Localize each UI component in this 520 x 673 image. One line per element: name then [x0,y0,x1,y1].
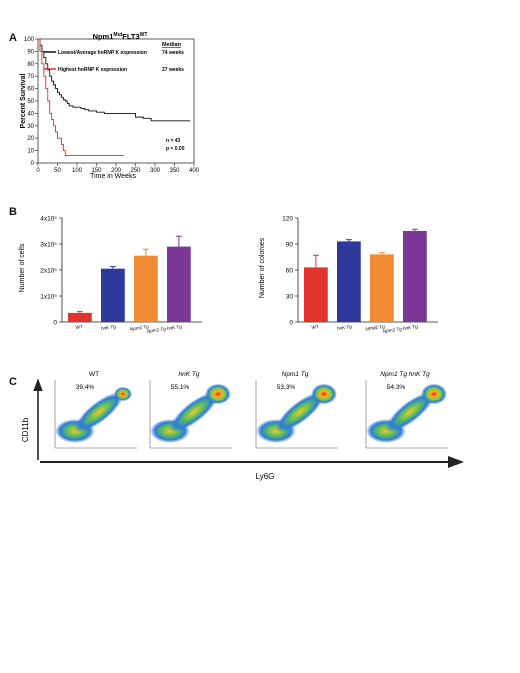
cells-bar [101,268,125,322]
flow-plot: hnK Tg 55.1% [149,371,232,449]
y-axis-label: Percent Survival [20,74,27,129]
colonies-y-tick-label: 0 [289,320,293,327]
colonies-y-tick-label: 120 [282,216,293,223]
cells-category-label: WT [75,324,83,330]
survival-chart: 0 10 20 30 40 50 60 70 80 90 100 0 50 100 150 200 250 300… [20,32,200,180]
flow-plot-title: Npm1 Tg hnK Tg [380,371,430,378]
x-tick-label: 300 [150,168,161,174]
colonies-bar [304,267,328,322]
flow-cytometry-panel: CD11b Ly6G WT 39.4% hnK Tg 55.1% Npm1 Tg 53.3… [21,371,464,481]
flow-high-population [114,386,132,402]
cells-y-axis-label: Number of cells [19,243,26,292]
colonies-category-label: WT [311,324,319,330]
colonies-y-tick-label: 90 [286,242,294,249]
x-tick-label: 250 [130,168,141,174]
y-tick-label: 70 [27,74,34,80]
chart-title: Npm1MutFLT3WT [93,32,148,41]
x-tick-label: 200 [111,168,122,174]
flow-high-population [205,383,231,405]
cells-bar [68,312,92,322]
y-tick-label: 30 [27,124,34,130]
cells-y-tick-label: 3x10⁵ [40,242,57,249]
x-tick-label: 100 [72,168,83,174]
y-tick-label: 40 [27,111,34,117]
flow-plot: Npm1 Tg hnK Tg 54.3% [365,371,448,449]
colonies-bar [403,231,427,322]
colonies-bar [337,241,361,322]
colonies-category-label: NPM1 Tg [365,324,385,332]
flow-diagonal-population [275,391,325,433]
cells-category-label: Npm1 Tg hnK Tg [147,324,183,334]
flow-high-population [311,383,337,405]
y-tick-label: 80 [27,62,34,68]
flow-gate-percent: 54.3% [387,384,406,391]
cd11b-axis-label: CD11b [21,417,30,442]
flow-plot-title: hnK Tg [179,371,200,378]
x-tick-label: 400 [189,168,200,174]
cells-bar [167,246,191,322]
flow-diagonal-population [169,391,219,433]
legend-label-high: Highest hnRNP K expression [58,67,127,73]
flow-gate-percent: 39.4% [76,384,95,391]
x-tick-label: 0 [36,168,40,174]
colonies-y-tick-label: 60 [286,268,294,275]
flow-plot: Npm1 Tg 53.3% [255,371,338,449]
panel-letter-c: C [9,376,17,388]
colonies-y-axis-label: Number of colonies [259,237,266,298]
survival-line-high [38,38,124,157]
legend-header: Median [162,42,182,48]
y-tick-label: 0 [31,161,35,167]
flow-gate-percent: 55.1% [171,384,190,391]
flow-gate-percent: 53.3% [277,384,296,391]
annotation-n: n = 43 [166,138,181,144]
cells-y-tick-label: 4x10⁵ [40,216,57,223]
flow-plot-title: Npm1 Tg [282,371,309,378]
cells-category-label: Npm1 Tg [130,324,150,332]
cells-bar-chart: 0 1x10⁵ 2x10⁵ 3x10⁵ 4x10⁵ WT hnK Tg Npm1 TgNpm1… [19,216,202,334]
y-tick-label: 20 [27,136,34,142]
cells-category-label: hnK Tg [101,324,117,331]
legend-label-low: Lowest/Average hnRNP K expression [58,50,147,56]
legend-median-low: 74 weeks [162,50,184,56]
cells-bar [134,255,158,322]
panel-letter-a: A [9,32,17,44]
x-axis-label: Time in Weeks [90,173,136,180]
flow-diagonal-population [74,391,124,433]
cells-y-tick-label: 0 [53,320,57,327]
colonies-bar [370,254,394,322]
x-tick-label: 50 [54,168,61,174]
survival-line-low [38,38,191,122]
cells-y-tick-label: 1x10⁵ [40,294,57,301]
y-tick-label: 90 [27,49,34,55]
cells-y-tick-label: 2x10⁵ [40,268,57,275]
flow-high-population [421,383,447,405]
flow-diagonal-population [385,391,435,433]
flow-plot-title: WT [89,371,99,378]
y-tick-label: 10 [27,149,34,155]
annotation-p: p < 0.05 [166,146,185,152]
colonies-y-tick-label: 30 [286,294,294,301]
colonies-category-label: Npm1 Tg hnK Tg [383,324,419,334]
colonies-category-label: hnK Tg [337,324,353,331]
y-tick-label: 50 [27,99,34,105]
x-tick-label: 350 [169,168,180,174]
ly6g-axis-label: Ly6G [256,472,275,481]
y-tick-label: 60 [27,87,34,93]
legend-median-high: 27 weeks [162,67,184,73]
y-tick-label: 100 [24,37,35,43]
flow-plot: WT 39.4% [54,371,137,449]
x-tick-label: 150 [91,168,102,174]
panel-letter-b: B [9,206,17,218]
